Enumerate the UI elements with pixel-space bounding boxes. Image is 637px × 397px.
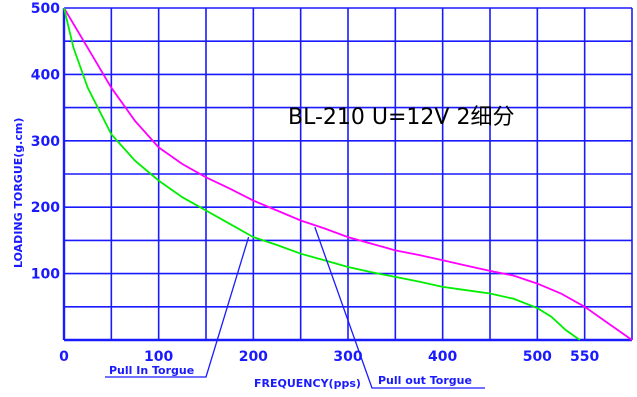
x-tick-label: 0 xyxy=(59,349,69,365)
grid-lines xyxy=(62,7,633,342)
series-lines xyxy=(63,7,633,341)
x-tick-label: 500 xyxy=(523,349,552,365)
pull-in-label: Pull In Torgue xyxy=(109,364,194,377)
pull-in-leader xyxy=(105,236,250,378)
y-tick-label: 400 xyxy=(31,67,60,83)
pull-out-leader xyxy=(314,226,485,389)
y-tick-label: 500 xyxy=(31,1,60,17)
series-line-0 xyxy=(63,7,633,341)
x-tick-label: 550 xyxy=(570,349,599,365)
pull-out-label: Pull out Torgue xyxy=(378,374,472,387)
x-tick-label: 200 xyxy=(239,349,268,365)
x-axis-label: FREQUENCY(pps) xyxy=(254,377,361,390)
x-tick-label: 100 xyxy=(144,349,173,365)
x-tick-labels: 0 100 200 300 400 500 550 xyxy=(59,349,599,365)
annotation-leaders: Pull In Torgue Pull out Torgue xyxy=(105,226,485,389)
y-tick-label: 300 xyxy=(31,134,60,150)
y-tick-label: 200 xyxy=(31,200,60,216)
chart-title: BL-210 U=12V 2细分 xyxy=(288,105,514,130)
x-tick-label: 300 xyxy=(333,349,362,365)
y-tick-labels: 100 200 300 400 500 xyxy=(31,1,60,283)
y-tick-label: 100 xyxy=(31,267,60,283)
series-line-1 xyxy=(63,7,581,341)
x-tick-label: 400 xyxy=(428,349,457,365)
y-axis-label: LOADING TORGUE(g.cm) xyxy=(12,118,25,268)
